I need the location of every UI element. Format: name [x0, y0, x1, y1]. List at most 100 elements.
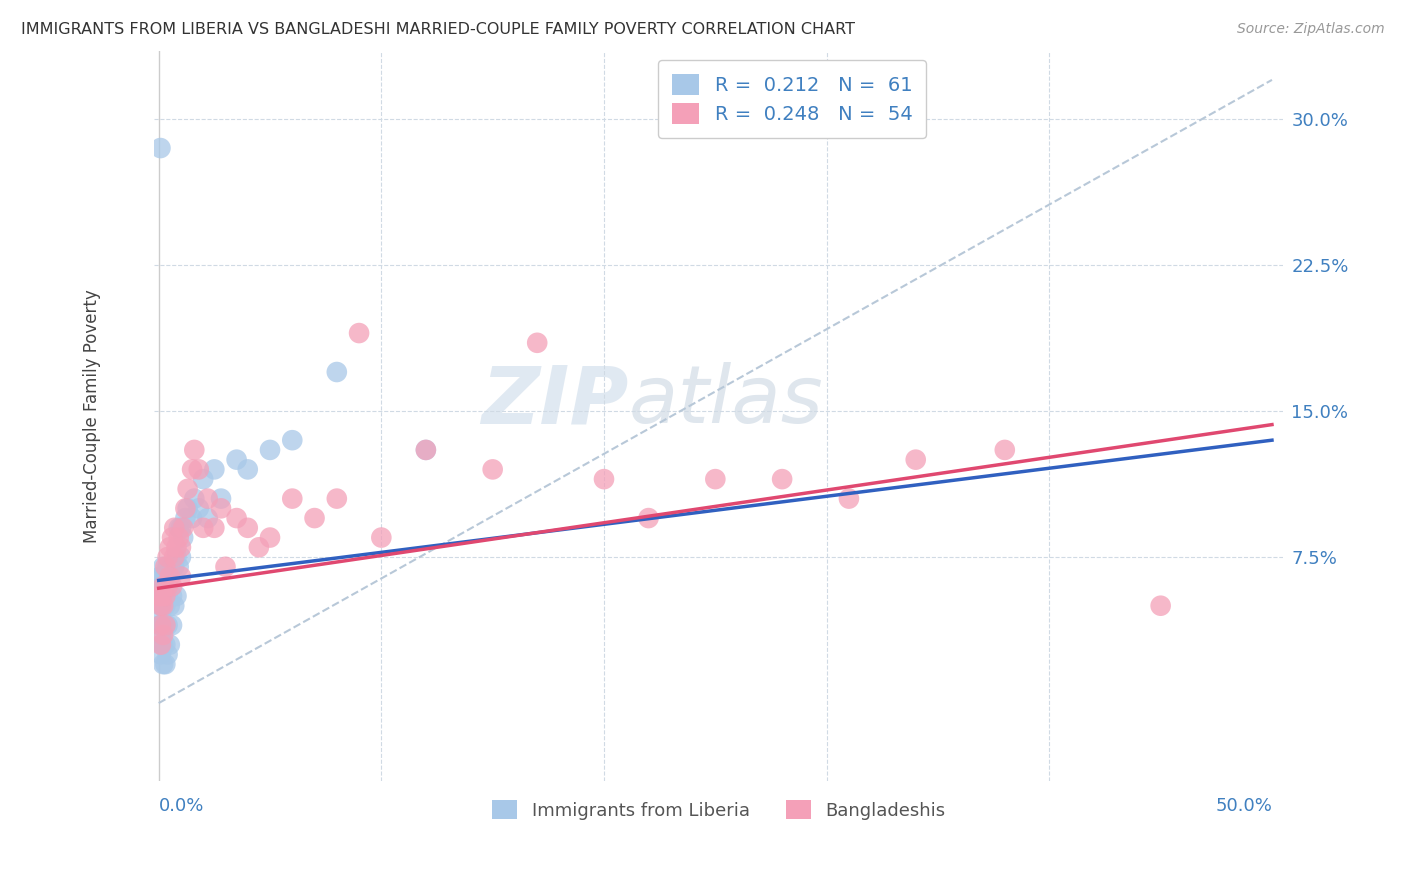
Point: [152, 618, 174, 632]
Point: [526, 335, 548, 350]
Point: [904, 452, 927, 467]
Point: [152, 628, 174, 642]
Point: [155, 559, 177, 574]
Point: [370, 531, 392, 545]
Point: [150, 618, 173, 632]
Point: [163, 559, 186, 574]
Point: [149, 608, 172, 623]
Point: [159, 569, 181, 583]
Point: [326, 365, 349, 379]
Text: IMMIGRANTS FROM LIBERIA VS BANGLADESHI MARRIED-COUPLE FAMILY POVERTY CORRELATION: IMMIGRANTS FROM LIBERIA VS BANGLADESHI M…: [21, 22, 855, 37]
Point: [167, 559, 190, 574]
Point: [150, 599, 173, 613]
Point: [838, 491, 860, 506]
Point: [202, 521, 225, 535]
Point: [156, 618, 179, 632]
Point: [167, 521, 190, 535]
Point: [155, 589, 177, 603]
Point: [637, 511, 659, 525]
Point: [152, 599, 174, 613]
Point: [155, 599, 177, 613]
Point: [152, 559, 174, 574]
Text: 0.0%: 0.0%: [159, 797, 204, 814]
Text: Source: ZipAtlas.com: Source: ZipAtlas.com: [1237, 22, 1385, 37]
Point: [155, 638, 177, 652]
Point: [281, 491, 304, 506]
Point: [176, 482, 198, 496]
Point: [156, 589, 179, 603]
Text: Married-Couple Family Poverty: Married-Couple Family Poverty: [83, 289, 101, 542]
Point: [170, 541, 193, 555]
Point: [159, 541, 181, 555]
Point: [149, 589, 172, 603]
Point: [166, 541, 188, 555]
Point: [149, 618, 172, 632]
Point: [163, 599, 186, 613]
Text: ZIP: ZIP: [481, 362, 628, 441]
Legend: Immigrants from Liberia, Bangladeshis: Immigrants from Liberia, Bangladeshis: [485, 792, 953, 827]
Text: 50.0%: 50.0%: [1215, 797, 1272, 814]
Point: [202, 462, 225, 476]
Point: [152, 569, 174, 583]
Point: [187, 501, 209, 516]
Point: [170, 569, 193, 583]
Point: [152, 657, 174, 672]
Point: [156, 559, 179, 574]
Point: [174, 501, 197, 516]
Point: [149, 589, 172, 603]
Point: [159, 638, 181, 652]
Point: [160, 618, 183, 632]
Point: [209, 501, 232, 516]
Point: [149, 638, 172, 652]
Point: [159, 559, 181, 574]
Point: [149, 141, 172, 155]
Point: [183, 491, 205, 506]
Point: [156, 648, 179, 662]
Point: [170, 521, 193, 535]
Point: [225, 452, 247, 467]
Point: [156, 549, 179, 564]
Point: [183, 442, 205, 457]
Point: [347, 326, 370, 340]
Point: [593, 472, 616, 486]
Point: [415, 442, 437, 457]
Point: [209, 491, 232, 506]
Point: [481, 462, 503, 476]
Point: [197, 511, 219, 525]
Point: [281, 433, 304, 447]
Point: [326, 491, 349, 506]
Point: [166, 549, 188, 564]
Point: [149, 599, 172, 613]
Point: [155, 618, 177, 632]
Point: [181, 511, 204, 525]
Point: [704, 472, 727, 486]
Point: [176, 501, 198, 516]
Point: [163, 521, 186, 535]
Point: [149, 648, 172, 662]
Point: [197, 491, 219, 506]
Point: [160, 559, 183, 574]
Point: [152, 579, 174, 593]
Point: [150, 638, 173, 652]
Point: [153, 579, 176, 593]
Point: [193, 521, 215, 535]
Point: [181, 462, 204, 476]
Point: [159, 599, 181, 613]
Point: [259, 531, 281, 545]
Point: [150, 589, 173, 603]
Point: [170, 549, 193, 564]
Point: [214, 559, 236, 574]
Point: [150, 579, 173, 593]
Point: [155, 618, 177, 632]
Point: [160, 531, 183, 545]
Point: [247, 541, 270, 555]
Point: [193, 472, 215, 486]
Point: [172, 521, 194, 535]
Point: [150, 599, 173, 613]
Point: [150, 618, 173, 632]
Point: [259, 442, 281, 457]
Point: [149, 628, 172, 642]
Point: [163, 549, 186, 564]
Point: [149, 589, 172, 603]
Point: [156, 579, 179, 593]
